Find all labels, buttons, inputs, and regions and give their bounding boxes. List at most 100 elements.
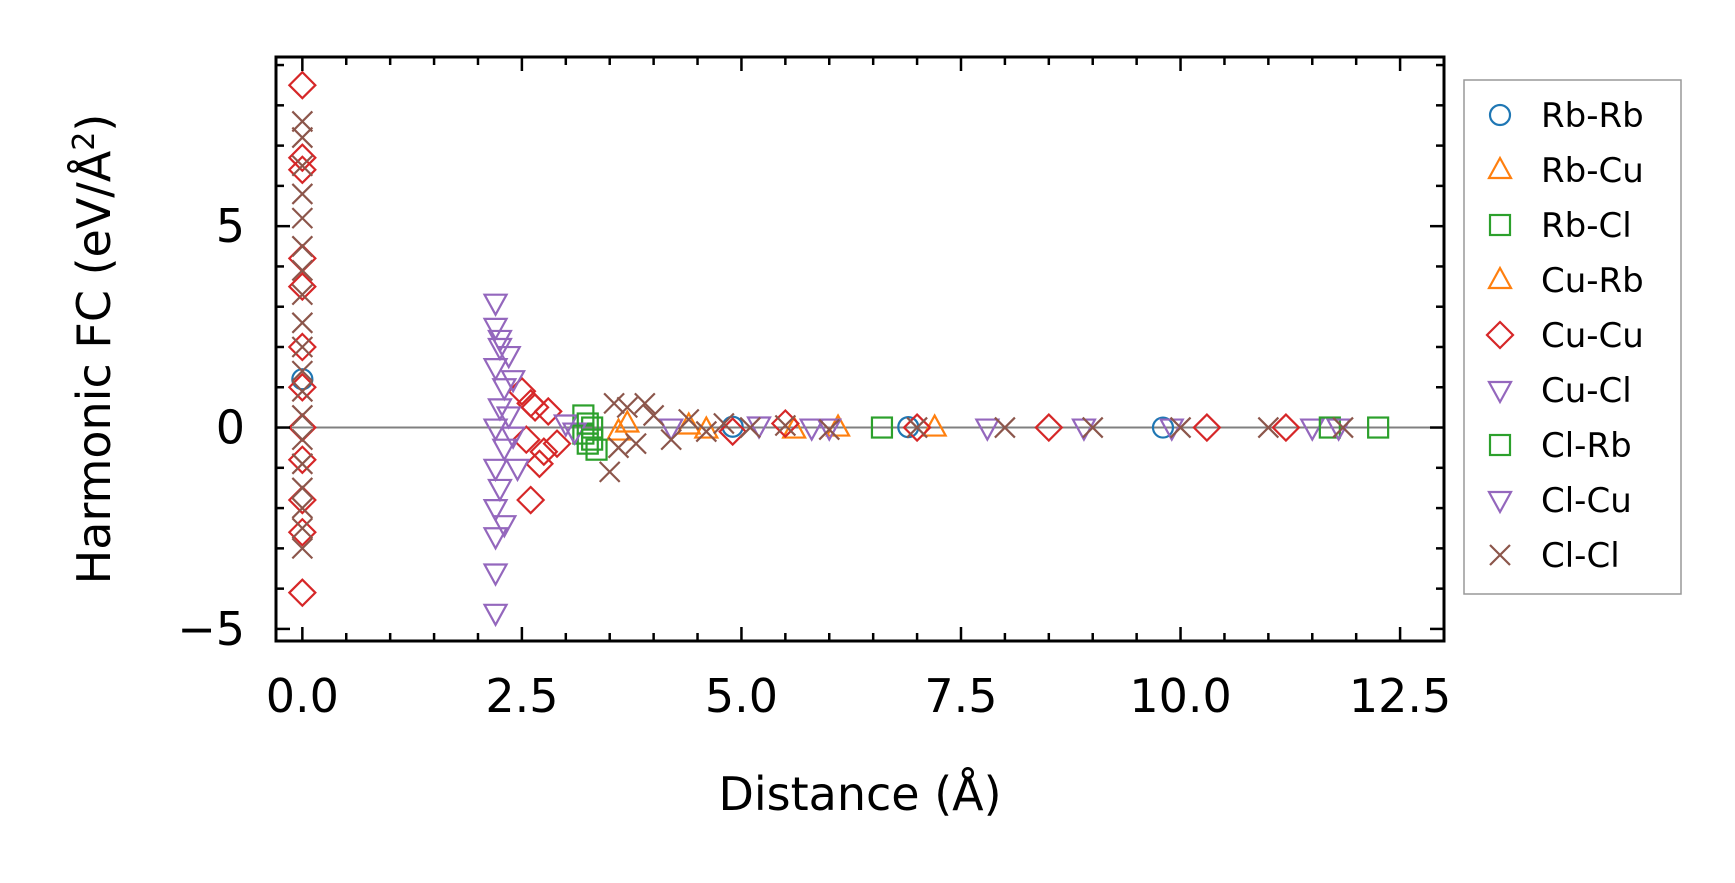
x-tick-label: 0.0: [266, 669, 339, 723]
x-tick-label: 5.0: [705, 669, 778, 723]
point-cu-cl: [974, 418, 1001, 442]
legend-entry: Cu-Cu: [1485, 316, 1644, 356]
x-tick-label: 2.5: [485, 669, 558, 723]
point-cu-cu: [1271, 412, 1301, 443]
point-cu-cl: [482, 358, 509, 382]
point-cl-cl: [739, 416, 762, 439]
point-cu-cu: [287, 70, 317, 100]
point-cl-cu: [658, 418, 685, 442]
point-cl-cl: [291, 312, 314, 334]
point-rb-cl: [1367, 416, 1390, 439]
point-cu-cl: [1299, 418, 1326, 442]
point-cu-cu: [287, 517, 317, 547]
point-cu-cl: [482, 603, 509, 628]
point-cu-cu: [287, 143, 317, 173]
point-cl-cl: [291, 336, 314, 358]
point-cl-cl: [291, 183, 314, 205]
point-cl-cl: [291, 283, 314, 306]
point-cu-cu: [529, 437, 559, 467]
point-cu-cl: [482, 418, 509, 442]
legend-label: Cu-Cu: [1541, 316, 1644, 356]
point-cu-cl: [500, 370, 526, 394]
point-cl-cl: [291, 404, 314, 427]
point-cu-cu: [287, 243, 317, 273]
point-cl-cl: [677, 408, 700, 431]
point-cl-cl: [906, 416, 928, 439]
point-cl-cl: [291, 207, 314, 229]
point-cu-cu: [516, 388, 546, 418]
legend-entry: Rb-Cu: [1487, 151, 1644, 191]
point-cl-cl: [598, 461, 621, 483]
legend-label: Cl-Cl: [1541, 536, 1620, 576]
legend-marker: [1488, 433, 1512, 457]
point-cl-cl: [291, 235, 314, 258]
point-rb-rb: [291, 368, 314, 391]
point-cl-rb: [576, 412, 599, 435]
point-cl-cl: [1332, 416, 1354, 439]
point-cu-cu: [287, 332, 317, 362]
legend-label: Cl-Cu: [1541, 481, 1632, 521]
legend-marker: [1488, 103, 1512, 127]
point-cl-cl: [625, 432, 647, 455]
point-cu-cu: [524, 449, 555, 479]
point-cl-cl: [818, 418, 841, 441]
legend-label: Rb-Rb: [1541, 96, 1644, 136]
point-cl-cu: [491, 515, 518, 539]
point-cu-cu: [287, 155, 317, 185]
plot-points: [276, 70, 1444, 628]
point-rb-rb: [1151, 416, 1175, 439]
point-cu-cu: [520, 392, 550, 422]
legend-entry: Cl-Rb: [1488, 426, 1632, 466]
point-cl-cl: [291, 497, 314, 519]
legend: Rb-Rb Rb-Cu Rb-Cl Cu-Rb Cu-Cu Cu-Cl Cl-Rb Cl-Cu…: [1463, 79, 1682, 595]
point-cu-cu: [287, 272, 317, 302]
point-cu-cu: [287, 578, 317, 608]
legend-entry: Rb-Cl: [1488, 206, 1632, 246]
point-cl-rb: [870, 416, 894, 439]
point-cl-cl: [291, 259, 314, 282]
legend-label: Rb-Cl: [1541, 206, 1632, 246]
point-cl-cl: [291, 110, 314, 133]
legend-marker: [1487, 490, 1513, 515]
y-tick-label: −5: [177, 602, 245, 656]
point-cl-rb: [1318, 416, 1341, 439]
legend-marker: [1487, 380, 1513, 405]
legend-label: Cu-Cl: [1541, 371, 1632, 411]
point-cl-cl: [291, 453, 314, 475]
point-cu-cl: [482, 458, 509, 483]
y-tick-label: 0: [216, 401, 245, 455]
point-cu-cu: [507, 376, 537, 406]
point-cu-cl: [487, 337, 513, 362]
legend-entry: Cu-Cl: [1487, 371, 1632, 411]
point-cu-cl: [816, 418, 843, 442]
point-cl-cl: [607, 436, 630, 459]
y-tick-label: 5: [216, 199, 245, 253]
point-cl-cl: [291, 428, 314, 451]
point-cu-cu: [718, 417, 748, 447]
point-cl-cl: [713, 412, 735, 435]
x-axis-label: Distance (Å): [718, 767, 1001, 821]
point-cu-cu: [1034, 412, 1064, 443]
point-cu-cl: [482, 563, 509, 587]
point-cl-cl: [291, 477, 314, 499]
point-cl-cl: [291, 537, 314, 560]
point-cl-cl: [291, 126, 314, 149]
point-cu-cl: [491, 378, 518, 402]
point-cu-cl: [482, 317, 509, 342]
point-cl-cl: [291, 517, 314, 540]
point-cl-cl: [1081, 416, 1104, 439]
legend-entry: Cu-Rb: [1487, 261, 1644, 301]
point-cl-cl: [1257, 416, 1280, 439]
x-tick-label: 10.0: [1129, 669, 1231, 723]
point-cl-cl: [291, 360, 314, 382]
point-cl-cl: [603, 392, 625, 415]
point-cu-cu: [1192, 412, 1222, 443]
legend-marker: [1488, 213, 1512, 237]
point-cu-cl: [487, 398, 513, 422]
point-rb-cu: [605, 417, 632, 441]
point-cl-cl: [634, 392, 656, 415]
point-cu-cl: [491, 438, 518, 462]
point-cu-cl: [482, 293, 509, 317]
point-rb-rb: [721, 415, 744, 438]
